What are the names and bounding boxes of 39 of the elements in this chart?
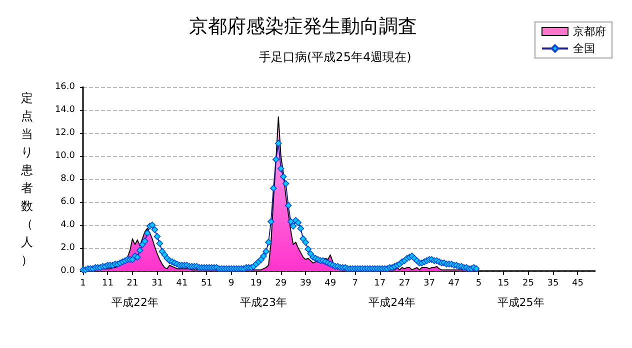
x-tick-label: 31 bbox=[151, 278, 163, 288]
legend-label: 全国 bbox=[573, 42, 595, 55]
x-tick-label: 25 bbox=[522, 278, 534, 288]
x-tick-label: 21 bbox=[126, 278, 138, 288]
x-tick-label: 45 bbox=[572, 278, 584, 288]
x-tick-label: 1 bbox=[80, 278, 86, 288]
x-tick-label: 29 bbox=[275, 278, 287, 288]
chart-subtitle: 手足口病(平成25年4週現在) bbox=[259, 50, 412, 64]
y-tick-label: 4.0 bbox=[60, 220, 76, 230]
y-tick-label: 12.0 bbox=[54, 128, 76, 138]
legend-label: 京都府 bbox=[573, 25, 606, 38]
x-tick-label: 9 bbox=[228, 278, 235, 288]
x-tick-label: 49 bbox=[324, 278, 336, 288]
text: 平成23年 bbox=[240, 296, 288, 309]
x-tick-label: 51 bbox=[200, 278, 212, 288]
y-tick-label: 6.0 bbox=[60, 197, 76, 207]
x-tick-label: 35 bbox=[547, 278, 559, 288]
text: 平成22年 bbox=[111, 296, 158, 309]
text: 平成25年 bbox=[497, 296, 544, 309]
x-tick-label: 7 bbox=[352, 278, 358, 288]
x-tick-label: 41 bbox=[176, 278, 188, 288]
x-tick-label: 27 bbox=[398, 278, 410, 288]
x-tick-label: 5 bbox=[476, 278, 482, 288]
y-tick-label: 16.0 bbox=[54, 82, 76, 92]
y-tick-label: 2.0 bbox=[60, 243, 76, 253]
y-tick-label: 0.0 bbox=[60, 266, 76, 276]
x-tick-label: 17 bbox=[374, 278, 386, 288]
y-tick-label: 14.0 bbox=[54, 105, 76, 115]
x-tick-label: 19 bbox=[250, 278, 262, 288]
x-tick-label: 11 bbox=[102, 278, 114, 288]
y-tick-label: 8.0 bbox=[60, 174, 76, 184]
x-tick-label: 39 bbox=[300, 278, 312, 288]
x-tick-label: 15 bbox=[498, 278, 510, 288]
x-tick-label: 47 bbox=[448, 278, 460, 288]
chart-title: 京都府感染症発生動向調査 bbox=[189, 16, 417, 38]
x-tick-label: 37 bbox=[424, 278, 436, 288]
y-tick-label: 10.0 bbox=[54, 151, 76, 161]
text: 平成24年 bbox=[368, 296, 416, 309]
text: 定点当り患者数（人） bbox=[21, 91, 33, 267]
